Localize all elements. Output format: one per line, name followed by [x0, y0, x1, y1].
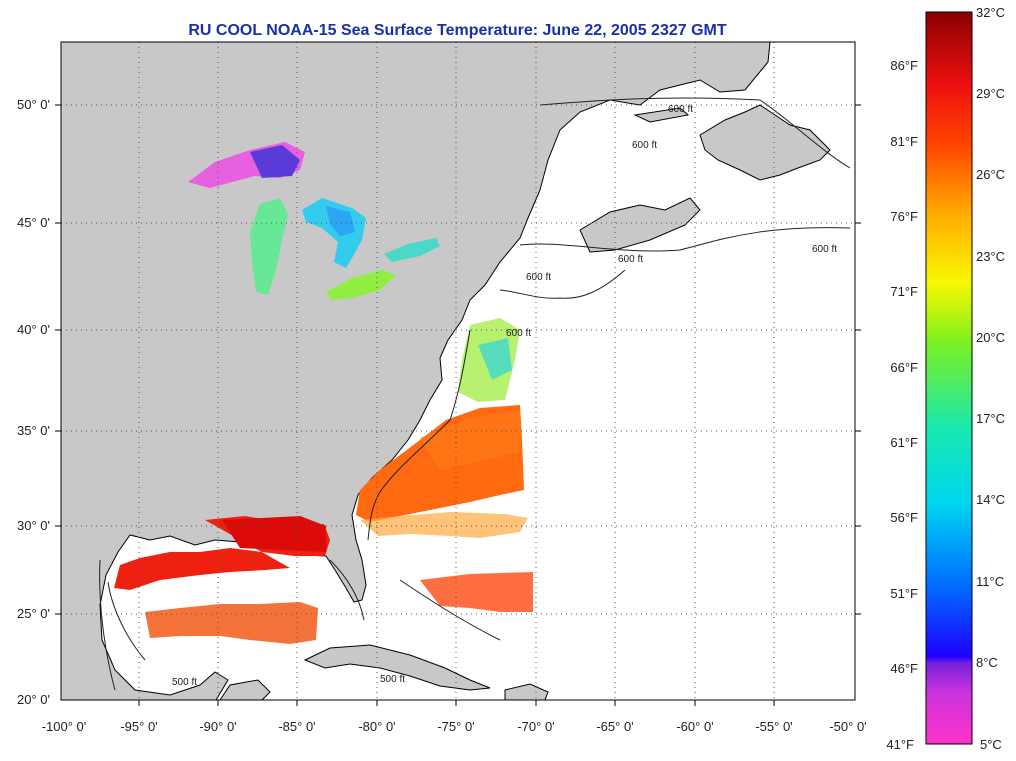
- lat-label: 45° 0': [17, 215, 50, 230]
- land-newfoundland: [699, 104, 831, 181]
- colorbar-c-label: 14°C: [976, 492, 1005, 507]
- lon-label: -85° 0': [278, 719, 315, 734]
- contour-label: 600 ft: [668, 104, 693, 115]
- colorbar-c-label: 11°C: [976, 574, 1004, 589]
- great-lakes-sst: [188, 142, 440, 300]
- colorbar-f-label: 66°F: [890, 360, 918, 375]
- colorbar-c-label: 32°C: [976, 5, 1005, 20]
- depth-contours: [99, 97, 851, 691]
- colorbar-c-label: 5°C: [980, 737, 1002, 752]
- lon-label: -70° 0': [517, 719, 554, 734]
- colorbar-f-label: 76°F: [890, 209, 918, 224]
- colorbar-f-label: 71°F: [890, 284, 918, 299]
- contour-label: 500 ft: [172, 677, 197, 688]
- longitude-labels: -100° 0' -95° 0' -90° 0' -85° 0' -80° 0'…: [42, 719, 867, 734]
- atlantic-sst: [356, 318, 533, 612]
- colorbar-celsius-labels: 32°C 29°C 26°C 23°C 20°C 17°C 14°C 11°C …: [976, 5, 1005, 752]
- lon-label: -55° 0': [755, 719, 792, 734]
- contour-label: 600 ft: [526, 272, 551, 283]
- land-cuba: [303, 644, 491, 691]
- colorbar: [925, 11, 973, 745]
- colorbar-f-label: 81°F: [890, 134, 918, 149]
- lon-label: -60° 0': [676, 719, 713, 734]
- lon-label: -65° 0': [596, 719, 633, 734]
- gulf-sst: [114, 516, 330, 644]
- colorbar-c-label: 29°C: [976, 86, 1005, 101]
- contour-label: 600 ft: [506, 328, 531, 339]
- colorbar-c-label: 20°C: [976, 330, 1005, 345]
- lat-label: 20° 0': [17, 692, 50, 707]
- lon-label: -90° 0': [199, 719, 236, 734]
- map-frame: [60, 41, 856, 701]
- lat-label: 40° 0': [17, 322, 50, 337]
- colorbar-c-label: 26°C: [976, 167, 1005, 182]
- contour-label: 500 ft: [380, 674, 405, 685]
- colorbar-f-label: 46°F: [890, 661, 918, 676]
- lat-label: 30° 0': [17, 518, 50, 533]
- contour-labels: 600 ft 600 ft 600 ft 600 ft 600 ft 600 f…: [172, 104, 837, 688]
- lat-label: 35° 0': [17, 423, 50, 438]
- lon-label: -95° 0': [120, 719, 157, 734]
- contour-label: 600 ft: [812, 244, 837, 255]
- map-title: RU COOL NOAA-15 Sea Surface Temperature:…: [188, 22, 727, 39]
- colorbar-f-label: 51°F: [890, 586, 918, 601]
- colorbar-f-label: 56°F: [890, 510, 918, 525]
- lat-label: 50° 0': [17, 97, 50, 112]
- latitude-labels: 50° 0' 45° 0' 40° 0' 35° 0' 30° 0' 25° 0…: [17, 97, 50, 707]
- lon-label: -50° 0': [829, 719, 866, 734]
- colorbar-f-label: 61°F: [890, 435, 918, 450]
- land-maritimes: [579, 197, 701, 253]
- contour-label: 600 ft: [632, 140, 657, 151]
- lon-label: -100° 0': [42, 719, 87, 734]
- colorbar-c-label: 23°C: [976, 249, 1005, 264]
- colorbar-fahrenheit-labels: 86°F 81°F 76°F 71°F 66°F 61°F 56°F 51°F …: [886, 58, 918, 752]
- lat-label: 25° 0': [17, 606, 50, 621]
- colorbar-f-label: 41°F: [886, 737, 914, 752]
- colorbar-c-label: 8°C: [976, 655, 998, 670]
- lon-label: -75° 0': [437, 719, 474, 734]
- lon-label: -80° 0': [358, 719, 395, 734]
- contour-label: 600 ft: [618, 254, 643, 265]
- colorbar-f-label: 86°F: [890, 58, 918, 73]
- colorbar-c-label: 17°C: [976, 411, 1005, 426]
